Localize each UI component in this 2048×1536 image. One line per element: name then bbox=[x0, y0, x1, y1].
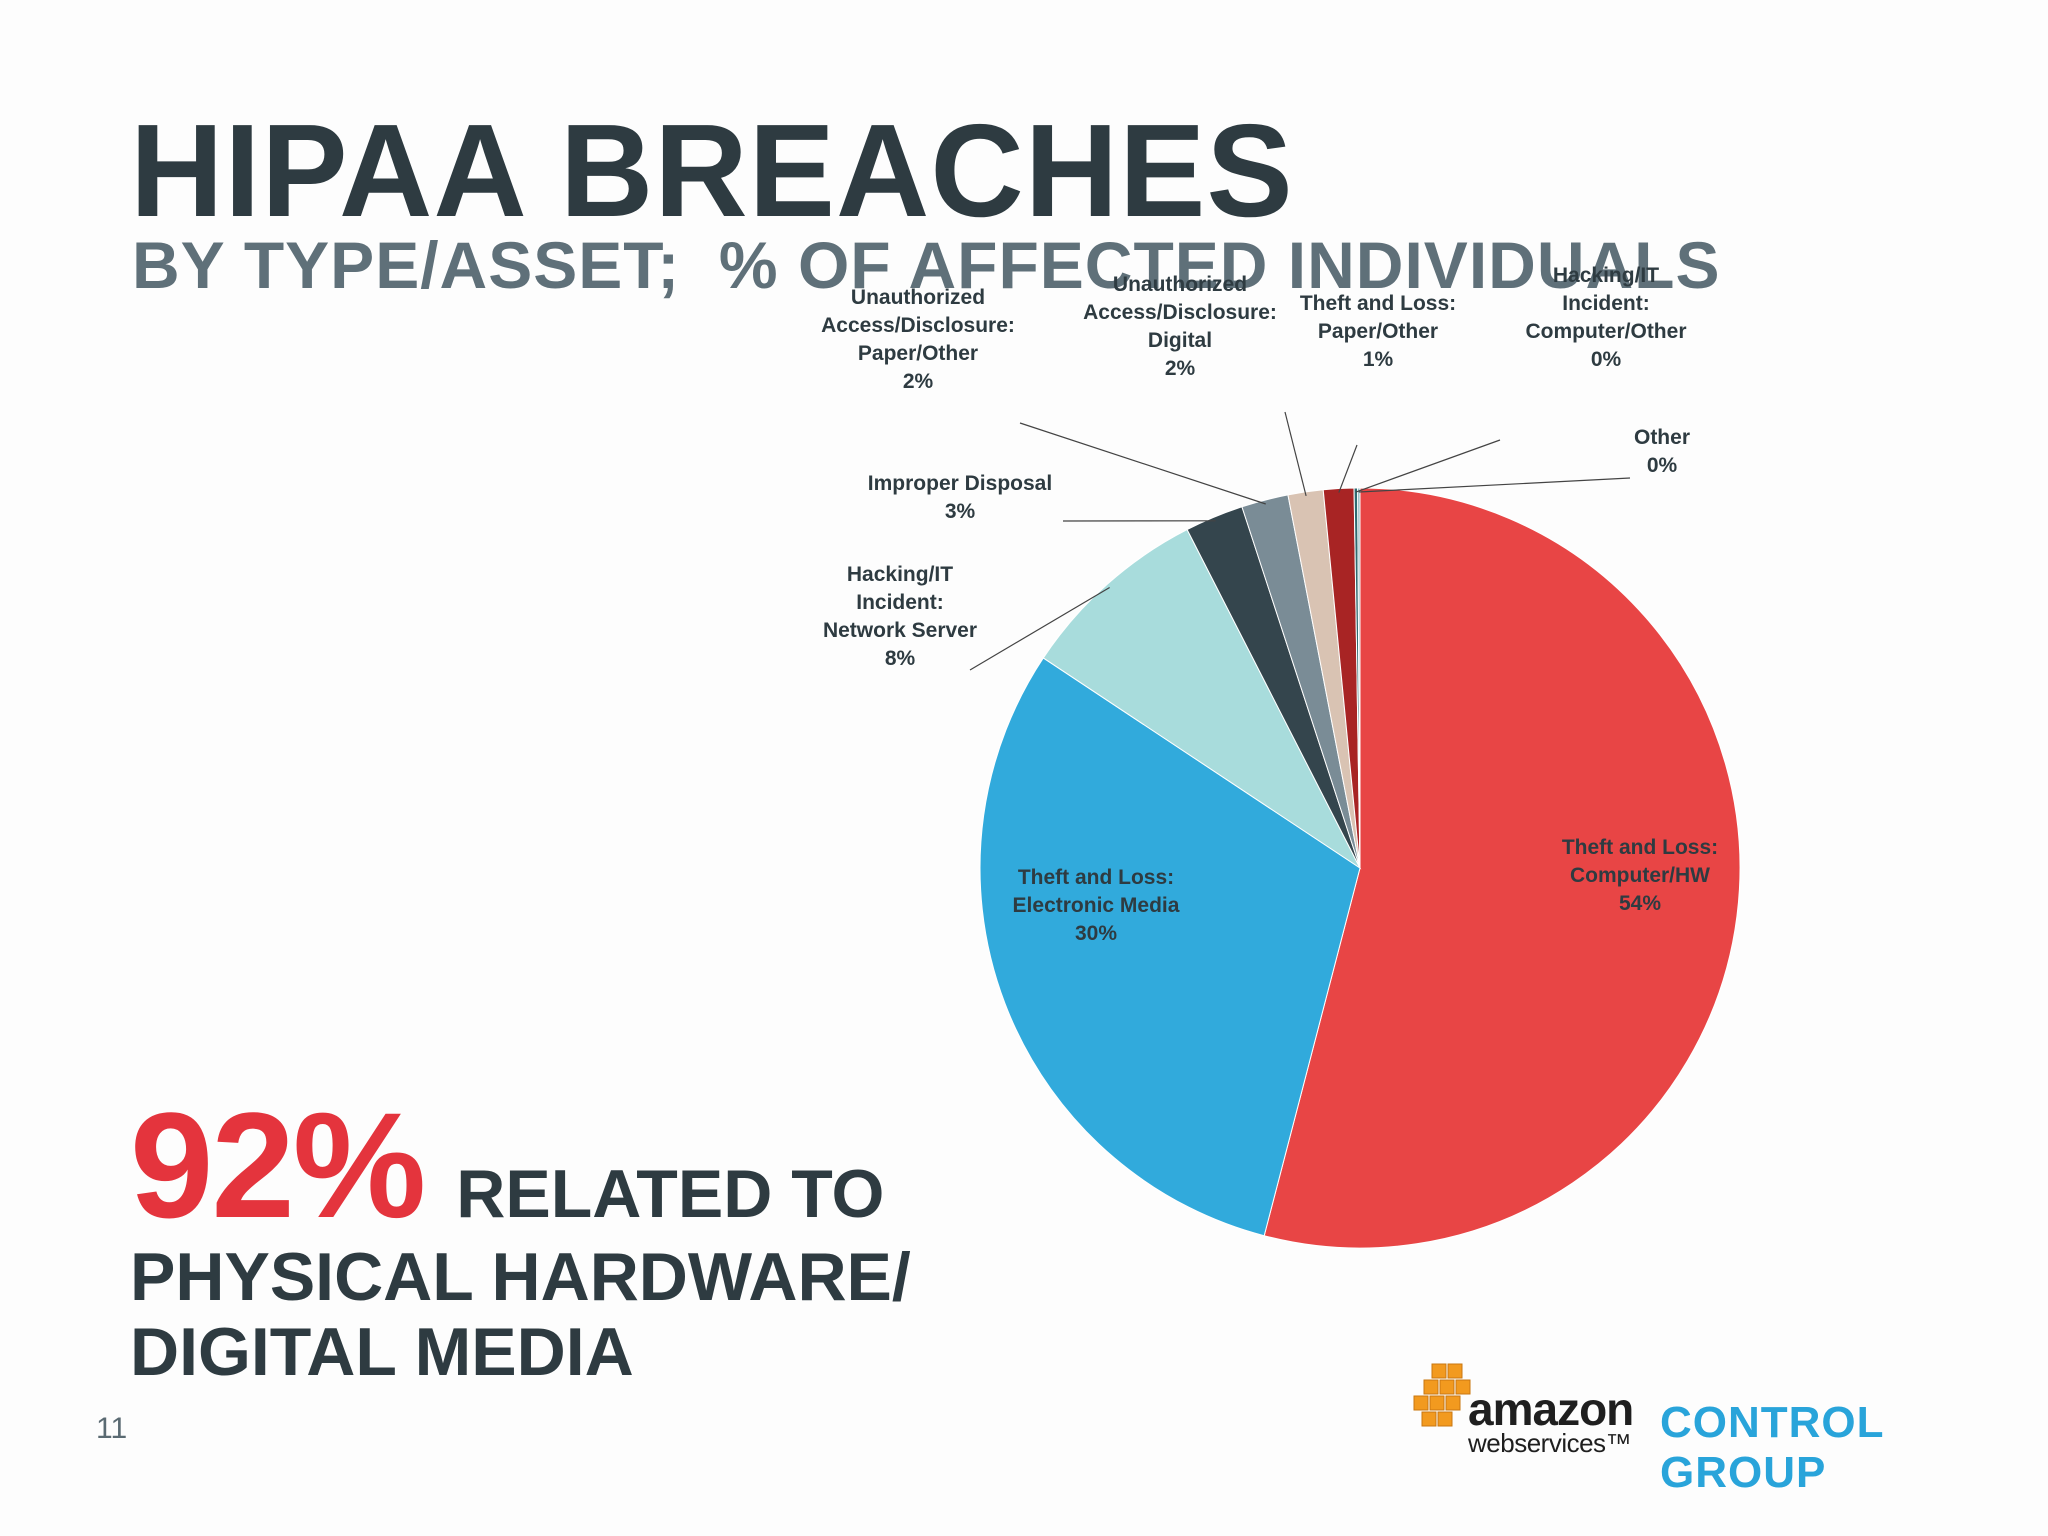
aws-cubes-logo bbox=[1413, 1363, 1471, 1427]
pie-slice bbox=[1042, 528, 1362, 870]
leader-line bbox=[1338, 444, 1358, 493]
slice-name-label: Network Server bbox=[823, 619, 977, 642]
slice-value-label: 0% bbox=[1647, 454, 1678, 477]
leader-line bbox=[1284, 411, 1307, 497]
slice-name-label: Improper Disposal bbox=[868, 472, 1052, 495]
callout-text-line1: RELATED TO bbox=[456, 1156, 885, 1232]
slice-value-label: 54% bbox=[1619, 892, 1661, 915]
callout-text-line3: DIGITAL MEDIA bbox=[130, 1313, 634, 1390]
leader-line bbox=[969, 586, 1110, 671]
slice-value-label: 30% bbox=[1075, 922, 1117, 945]
callout-percent: 92% bbox=[130, 1081, 426, 1249]
slice-value-label: 3% bbox=[945, 500, 976, 523]
control-group-logo: CONTROL GROUP bbox=[1660, 1398, 1884, 1497]
slice-name-label: Theft and Loss: bbox=[1300, 292, 1456, 315]
leader-line bbox=[1019, 422, 1266, 505]
slice-name-label: Computer/Other bbox=[1525, 320, 1686, 343]
aws-logo-text: amazon webservices™ bbox=[1468, 1386, 1728, 1456]
slice-name-label: Unauthorized bbox=[851, 286, 985, 309]
slice-name-label: Access/Disclosure: bbox=[821, 314, 1015, 337]
slice-name-label: Incident: bbox=[1562, 292, 1650, 315]
slice-name-label: Other bbox=[1634, 426, 1690, 449]
slice-value-label: 0% bbox=[1591, 348, 1622, 371]
slice-name-label: Access/Disclosure: bbox=[1083, 301, 1277, 324]
slice-value-label: 2% bbox=[1165, 357, 1196, 380]
page-number: 11 bbox=[96, 1412, 128, 1445]
slice-value-label: 8% bbox=[885, 647, 916, 670]
aws-logo-webservices: webservices™ bbox=[1468, 1428, 1632, 1458]
callout-text-line2: PHYSICAL HARDWARE/ bbox=[130, 1239, 911, 1315]
pie-slice bbox=[979, 657, 1361, 1237]
slice-name-label: Hacking/IT bbox=[1553, 264, 1659, 287]
slice-name-label: Unauthorized bbox=[1113, 273, 1247, 296]
slice-name-label: Theft and Loss: bbox=[1018, 866, 1174, 889]
leader-line bbox=[1355, 439, 1501, 493]
callout-line1: 92% RELATED TO bbox=[130, 1090, 911, 1240]
leader-line bbox=[1358, 477, 1631, 493]
slice-value-label: 2% bbox=[903, 370, 934, 393]
slice-value-label: 1% bbox=[1363, 348, 1394, 371]
pie-slices bbox=[979, 487, 1741, 1249]
slice-name-label: Paper/Other bbox=[858, 342, 978, 365]
pie-slice bbox=[1263, 487, 1741, 1249]
slide-subtitle: BY TYPE/ASSET; % OF AFFECTED INDIVIDUALS bbox=[132, 228, 1721, 302]
slide-title: HIPAA BREACHES bbox=[130, 97, 1294, 244]
aws-logo-amazon: amazon bbox=[1468, 1383, 1634, 1435]
slice-name-label: Theft and Loss: bbox=[1562, 836, 1718, 859]
pie-slice bbox=[1357, 487, 1361, 869]
slice-name-label: Hacking/IT bbox=[847, 563, 953, 586]
slice-labels: Theft and Loss: Computer/HW 54% Theft and L… bbox=[821, 264, 1718, 945]
slice-name-label: Paper/Other bbox=[1318, 320, 1438, 343]
callout: 92% RELATED TO PHYSICAL HARDWARE/ DIGITA… bbox=[130, 1090, 911, 1390]
leader-lines bbox=[969, 411, 1631, 671]
slice-name-label: Electronic Media bbox=[1013, 894, 1180, 917]
slice-name-label: Computer/HW bbox=[1570, 864, 1710, 887]
slice-name-label: Incident: bbox=[856, 591, 944, 614]
slice-name-label: Digital bbox=[1148, 329, 1212, 352]
